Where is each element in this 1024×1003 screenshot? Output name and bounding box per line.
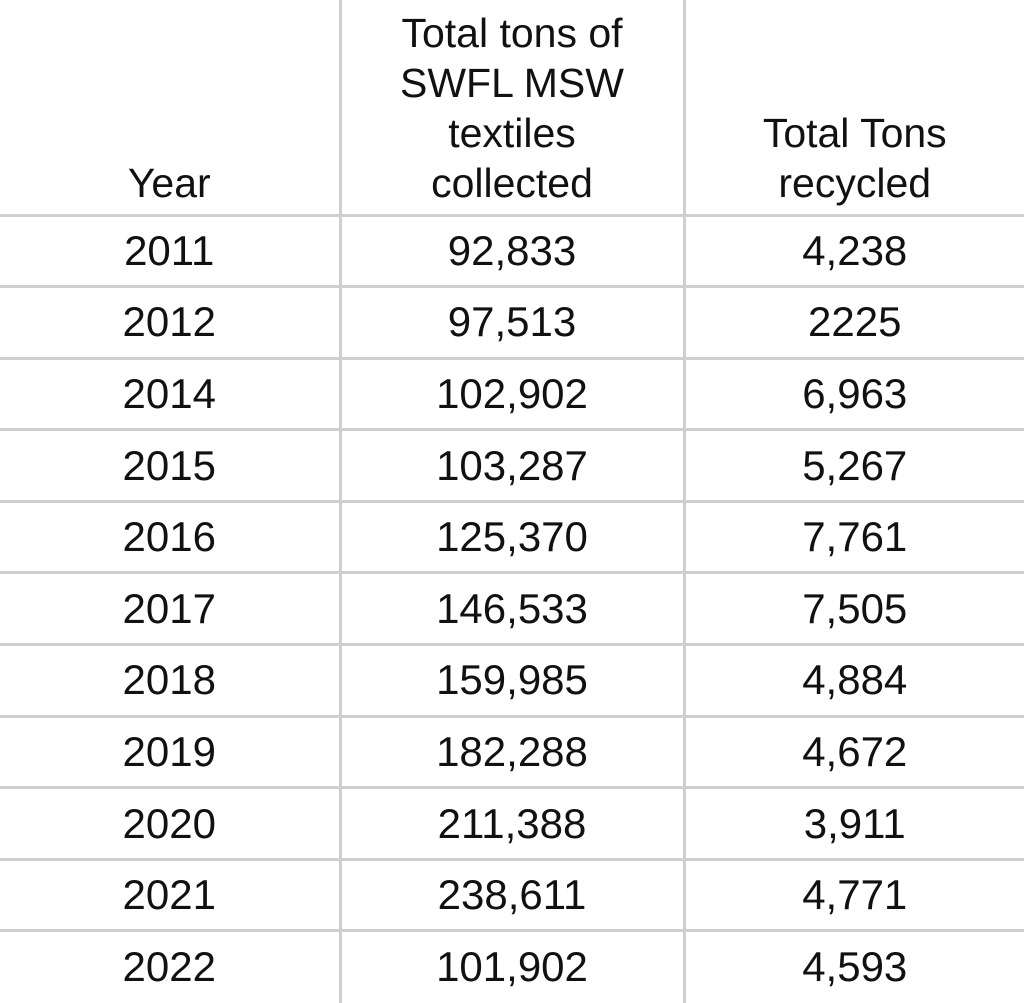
column-header-label: Year (127, 159, 211, 206)
table-row: 2014 102,902 6,963 (0, 356, 1024, 430)
cell-year[interactable]: 2015 (0, 428, 340, 502)
cell-tons-recycled[interactable]: 4,238 (682, 213, 1024, 287)
cell-year[interactable]: 2020 (0, 786, 340, 860)
column-header-tons-recycled[interactable]: Total Tons recycled (682, 0, 1024, 215)
cell-tons-collected[interactable]: 159,985 (338, 643, 684, 717)
cell-year[interactable]: 2012 (0, 285, 340, 359)
cell-year[interactable]: 2017 (0, 571, 340, 645)
cell-year[interactable]: 2021 (0, 857, 340, 931)
cell-tons-collected[interactable]: 182,288 (338, 714, 684, 788)
cell-tons-recycled[interactable]: 4,593 (682, 929, 1024, 1003)
cell-tons-collected[interactable]: 238,611 (338, 857, 684, 931)
cell-tons-recycled[interactable]: 4,884 (682, 643, 1024, 717)
cell-year[interactable]: 2022 (0, 929, 340, 1003)
table-row: 2022 101,902 4,593 (0, 929, 1024, 1003)
table-body: 2011 92,833 4,238 2012 97,513 2225 2014 … (0, 213, 1024, 1003)
cell-tons-recycled[interactable]: 2225 (682, 285, 1024, 359)
cell-tons-recycled[interactable]: 7,505 (682, 571, 1024, 645)
table-row: 2017 146,533 7,505 (0, 571, 1024, 645)
cell-tons-recycled[interactable]: 4,771 (682, 857, 1024, 931)
cell-tons-collected[interactable]: 103,287 (338, 428, 684, 502)
table-row: 2015 103,287 5,267 (0, 428, 1024, 502)
cell-year[interactable]: 2018 (0, 643, 340, 717)
cell-year[interactable]: 2011 (0, 213, 340, 287)
table-row: 2016 125,370 7,761 (0, 499, 1024, 573)
table-row: 2019 182,288 4,672 (0, 714, 1024, 788)
cell-tons-collected[interactable]: 97,513 (338, 285, 684, 359)
cell-tons-collected[interactable]: 101,902 (338, 929, 684, 1003)
table-row: 2011 92,833 4,238 (0, 213, 1024, 287)
cell-tons-recycled[interactable]: 3,911 (682, 786, 1024, 860)
column-header-tons-collected[interactable]: Total tons of SWFL MSW textiles collecte… (338, 0, 684, 215)
table-row: 2012 97,513 2225 (0, 285, 1024, 359)
column-header-label: Total Tons recycled (762, 109, 947, 206)
cell-tons-recycled[interactable]: 7,761 (682, 499, 1024, 573)
cell-year[interactable]: 2019 (0, 714, 340, 788)
cell-tons-collected[interactable]: 211,388 (338, 786, 684, 860)
table-row: 2020 211,388 3,911 (0, 786, 1024, 860)
table-row: 2018 159,985 4,884 (0, 643, 1024, 717)
cell-tons-collected[interactable]: 92,833 (338, 213, 684, 287)
cell-tons-collected[interactable]: 146,533 (338, 571, 684, 645)
cell-tons-collected[interactable]: 102,902 (338, 356, 684, 430)
cell-tons-recycled[interactable]: 5,267 (682, 428, 1024, 502)
cell-year[interactable]: 2016 (0, 499, 340, 573)
cell-tons-collected[interactable]: 125,370 (338, 499, 684, 573)
table-header: Year Total tons of SWFL MSW textiles col… (0, 0, 1024, 215)
column-header-label: Total tons of SWFL MSW textiles collecte… (400, 9, 624, 206)
cell-tons-recycled[interactable]: 4,672 (682, 714, 1024, 788)
cell-year[interactable]: 2014 (0, 356, 340, 430)
header-row: Year Total tons of SWFL MSW textiles col… (0, 0, 1024, 215)
table-row: 2021 238,611 4,771 (0, 857, 1024, 931)
column-header-year[interactable]: Year (0, 0, 340, 215)
cell-tons-recycled[interactable]: 6,963 (682, 356, 1024, 430)
